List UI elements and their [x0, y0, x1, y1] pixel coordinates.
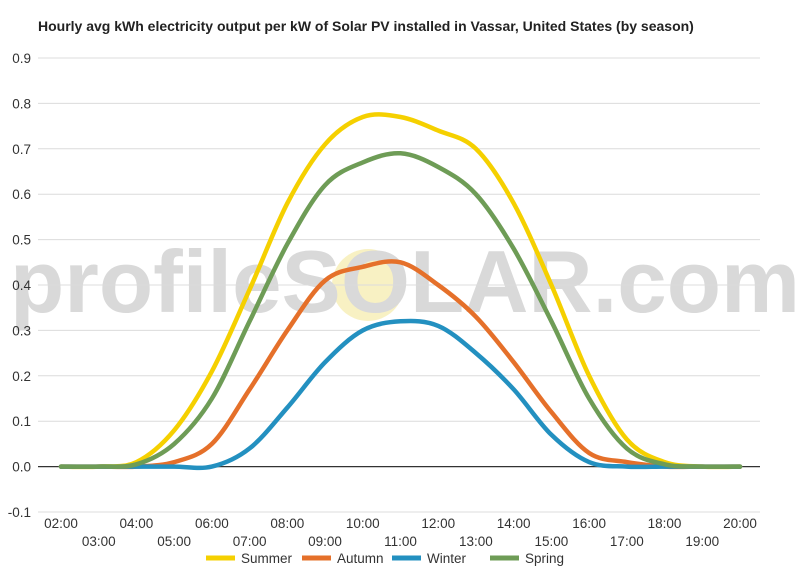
y-tick-label: 0.4: [12, 278, 31, 293]
x-tick-label: 14:00: [497, 516, 531, 531]
y-tick-label: 0.6: [12, 187, 31, 202]
y-tick-label: 0.1: [12, 414, 31, 429]
x-tick-label: 07:00: [233, 534, 267, 549]
legend: Summer Autumn Winter Spring: [206, 551, 564, 566]
x-tick-label: 15:00: [534, 534, 568, 549]
x-tick-label: 05:00: [157, 534, 191, 549]
y-tick-label: 0.5: [12, 233, 31, 248]
x-tick-label: 08:00: [270, 516, 304, 531]
y-axis: 0.9 0.8 0.7 0.6 0.5 0.4 0.3 0.2 0.1 0.0 -0.1: [8, 51, 32, 520]
chart-title: Hourly avg kWh electricity output per kW…: [38, 18, 694, 34]
x-tick-label: 17:00: [610, 534, 644, 549]
legend-label-winter: Winter: [427, 551, 467, 566]
x-tick-label: 02:00: [44, 516, 78, 531]
y-tick-label: 0.7: [12, 142, 31, 157]
series-line-summer: [58, 112, 743, 470]
legend-label-summer: Summer: [241, 551, 293, 566]
x-tick-label: 03:00: [82, 534, 116, 549]
y-tick-label: 0.3: [12, 323, 31, 338]
x-tick-label: 12:00: [421, 516, 455, 531]
x-tick-label: 19:00: [685, 534, 719, 549]
series-lines: [58, 112, 743, 471]
x-tick-label: 20:00: [723, 516, 757, 531]
y-tick-label: 0.2: [12, 369, 31, 384]
watermark-text: profileSOLAR.com: [10, 232, 800, 331]
legend-label-autumn: Autumn: [337, 551, 384, 566]
y-tick-label: 0.8: [12, 96, 31, 111]
series-line-winter: [58, 318, 743, 471]
x-tick-label: 11:00: [384, 534, 417, 549]
legend-label-spring: Spring: [525, 551, 564, 566]
y-tick-label: 0.0: [12, 460, 31, 475]
series-line-spring: [58, 151, 743, 470]
x-tick-label: 09:00: [308, 534, 342, 549]
x-tick-label: 10:00: [346, 516, 380, 531]
x-tick-label: 04:00: [120, 516, 154, 531]
x-tick-label: 06:00: [195, 516, 229, 531]
watermark: profileSOLAR.com: [10, 232, 800, 331]
y-tick-label: -0.1: [8, 505, 31, 520]
y-tick-label: 0.9: [12, 51, 31, 66]
x-tick-label: 18:00: [648, 516, 682, 531]
x-tick-label: 13:00: [459, 534, 493, 549]
grid: [38, 57, 760, 513]
series-line-autumn: [58, 259, 743, 470]
x-tick-label: 16:00: [572, 516, 606, 531]
